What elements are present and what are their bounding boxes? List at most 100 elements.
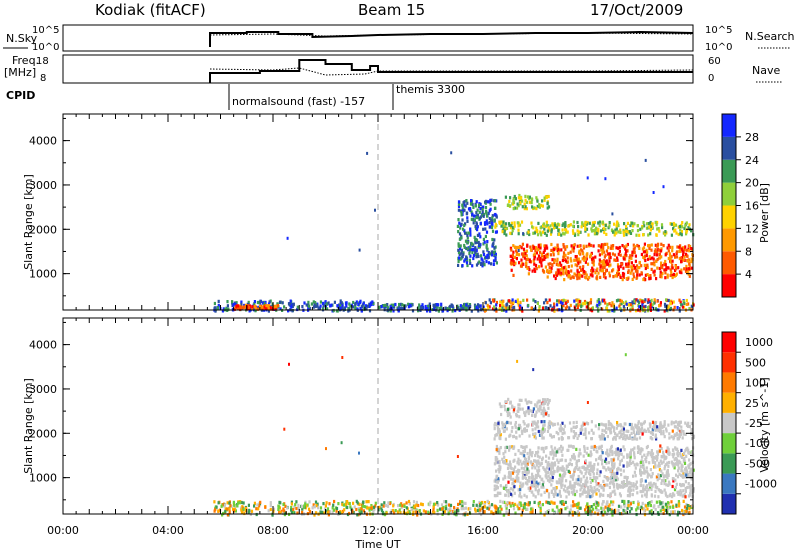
heatmap-cell <box>665 267 668 272</box>
heatmap-cell <box>620 299 623 303</box>
heatmap-cell <box>487 255 490 259</box>
heatmap-cell <box>651 225 654 229</box>
heatmap-cell <box>690 266 693 270</box>
heatmap-cell <box>605 232 608 236</box>
heatmap-cell <box>314 301 317 305</box>
heatmap-cell <box>547 406 550 410</box>
heatmap-cell <box>358 508 361 512</box>
heatmap-cell <box>354 305 357 309</box>
heatmap-cell <box>548 398 551 403</box>
heatmap-cell <box>258 300 261 305</box>
heatmap-cell <box>514 261 517 265</box>
heatmap-cell <box>576 510 580 514</box>
heatmap-cell <box>363 505 366 509</box>
heatmap-cell <box>478 232 481 236</box>
heatmap-cell <box>638 305 641 309</box>
heatmap-cell <box>612 244 615 248</box>
heatmap-cell <box>509 487 512 491</box>
heatmap-cell <box>591 260 594 264</box>
heatmap-cell <box>690 477 693 481</box>
heatmap-cell <box>564 500 567 504</box>
heatmap-cell <box>521 445 524 449</box>
heatmap-cell <box>632 430 636 435</box>
heatmap-cell <box>634 259 637 263</box>
heatmap-cell <box>269 503 272 508</box>
heatmap-cell <box>290 505 293 510</box>
heatmap-cell <box>495 432 498 437</box>
heatmap-cell <box>553 446 557 450</box>
heatmap-cell <box>531 490 534 494</box>
heatmap-cell <box>633 453 636 457</box>
heatmap-cell <box>512 435 515 439</box>
heatmap-cell <box>450 151 453 155</box>
heatmap-cell <box>477 505 480 509</box>
heatmap-cell <box>630 256 633 260</box>
heatmap-cell <box>493 246 496 250</box>
heatmap-cell <box>665 483 668 487</box>
heatmap-cell <box>485 255 488 259</box>
heatmap-cell <box>552 463 555 467</box>
heatmap-cell <box>614 492 617 496</box>
heatmap-cell <box>619 265 622 269</box>
heatmap-cell <box>514 197 517 201</box>
heatmap-cell <box>639 227 642 231</box>
heatmap-cell <box>613 489 616 493</box>
heatmap-cell <box>327 513 330 517</box>
heatmap-cell <box>626 453 629 457</box>
heatmap-cell <box>620 428 623 432</box>
heatmap-cell <box>650 454 653 459</box>
heatmap-cell <box>365 500 368 504</box>
heatmap-cell <box>532 484 535 488</box>
colorbar-segment <box>722 372 736 393</box>
heatmap-cell <box>276 302 279 306</box>
heatmap-cell <box>513 206 516 210</box>
heatmap-cell <box>643 453 646 457</box>
heatmap-cell <box>457 204 461 208</box>
heatmap-cell <box>627 270 630 274</box>
heatmap-cell <box>680 469 683 473</box>
heatmap-cell <box>532 307 535 311</box>
heatmap-cell <box>545 220 548 224</box>
heatmap-cell <box>625 233 628 237</box>
heatmap-cell <box>534 300 537 304</box>
heatmap-cell <box>604 227 607 231</box>
heatmap-cell <box>672 464 675 468</box>
heatmap-cell <box>627 262 630 266</box>
heatmap-cell <box>383 513 386 517</box>
heatmap-cell <box>301 507 304 511</box>
heatmap-cell <box>647 244 650 248</box>
heatmap-cell <box>542 485 545 489</box>
heatmap-cell <box>623 504 626 508</box>
heatmap-cell <box>576 244 579 248</box>
heatmap-cell <box>659 270 662 274</box>
heatmap-cell <box>565 495 568 499</box>
heatmap-cell <box>622 469 625 473</box>
heatmap-cell <box>438 306 441 311</box>
heatmap-cell <box>537 492 540 496</box>
heatmap-cell <box>532 245 536 249</box>
heatmap-cell <box>646 484 649 488</box>
heatmap-cell <box>645 456 648 460</box>
heatmap-cell <box>626 436 629 440</box>
colorbar-tick-label: -1000 <box>745 478 777 491</box>
heatmap-cell <box>680 448 683 452</box>
heatmap-cell <box>608 259 611 263</box>
heatmap-cell <box>593 476 596 480</box>
heatmap-cell <box>226 507 229 511</box>
heatmap-cell <box>331 510 334 514</box>
heatmap-cell <box>278 510 281 514</box>
heatmap-cell <box>326 507 330 511</box>
heatmap-cell <box>503 424 506 428</box>
heatmap-cell <box>469 507 472 511</box>
heatmap-cell <box>445 503 448 507</box>
heatmap-cell <box>386 303 389 307</box>
heatmap-cell <box>667 464 670 468</box>
heatmap-cell <box>615 447 618 452</box>
heatmap-cell <box>527 411 530 416</box>
heatmap-cell <box>290 511 293 515</box>
heatmap-cell <box>613 233 616 237</box>
heatmap-cell <box>595 506 598 510</box>
heatmap-cell <box>523 502 526 506</box>
heatmap-cell <box>571 275 574 279</box>
